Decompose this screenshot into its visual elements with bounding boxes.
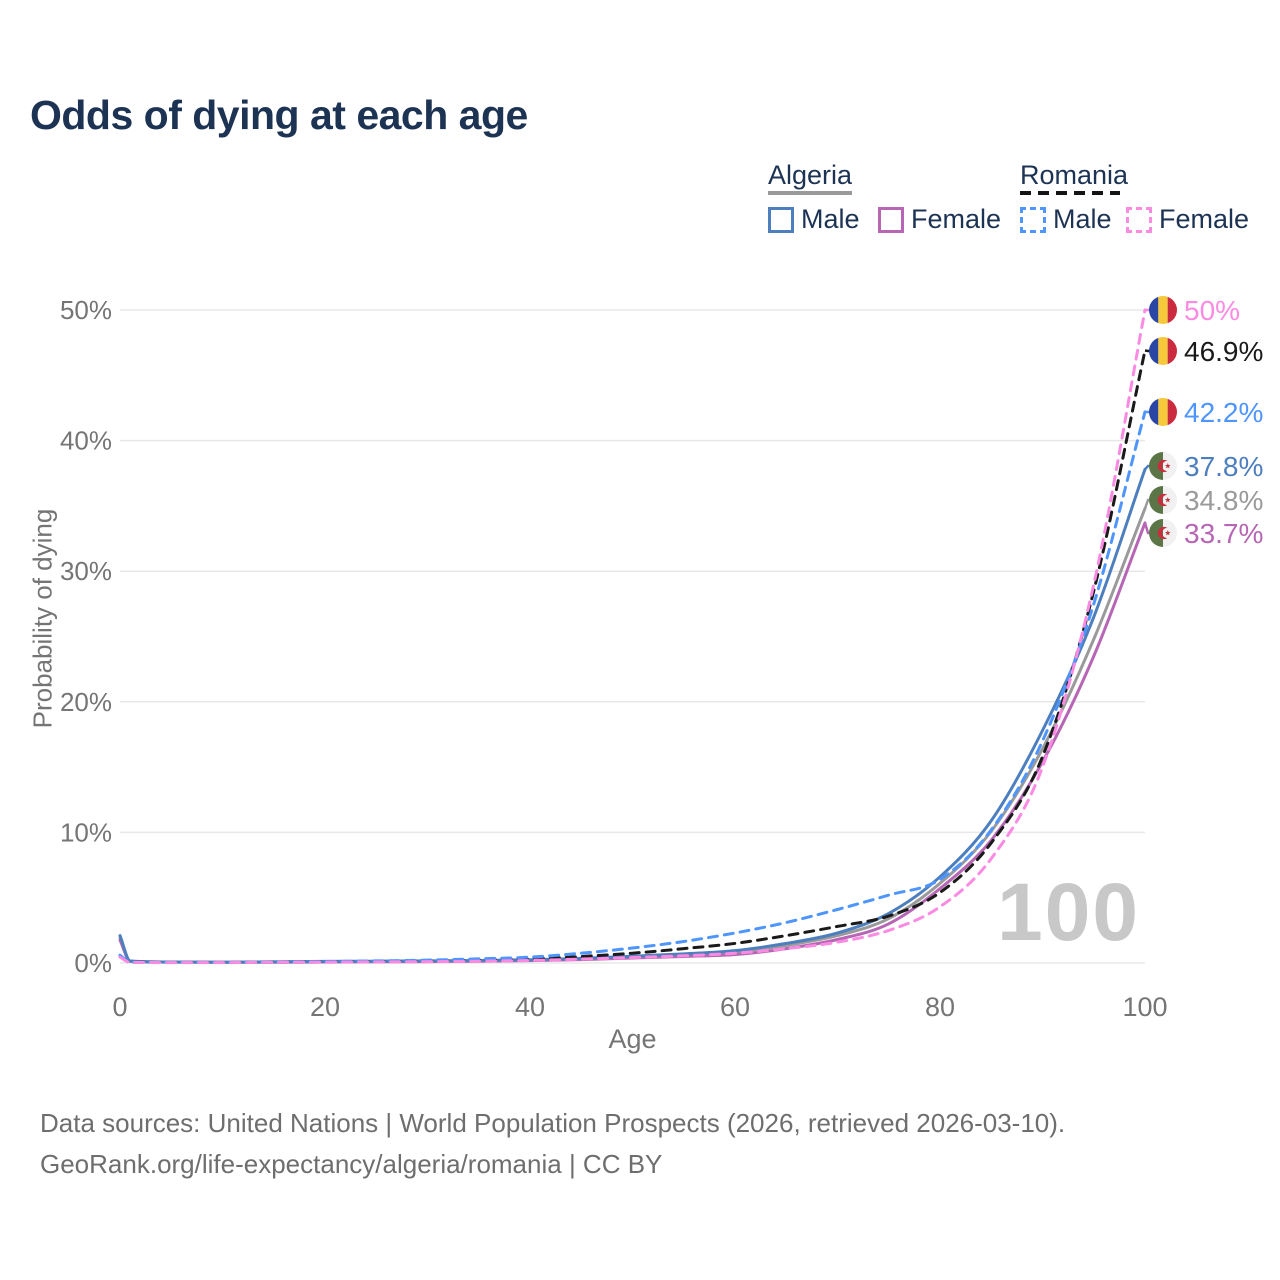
y-tick-label: 10% (60, 817, 112, 847)
algeria-flag-icon (1149, 452, 1177, 480)
x-tick-label: 0 (112, 992, 127, 1022)
legend-group-romania: Romania (1020, 160, 1129, 190)
line-romania-male[interactable] (118, 410, 1147, 964)
y-tick-label: 30% (60, 556, 112, 586)
legend-label: Male (801, 204, 860, 234)
algeria-flag-icon (1149, 486, 1177, 514)
line-algeria-male-end-label: 37.8% (1184, 451, 1263, 482)
line-algeria-female-end-label: 33.7% (1184, 518, 1263, 549)
y-tick-label: 40% (60, 426, 112, 456)
y-tick-label: 50% (60, 295, 112, 325)
y-tick-label: 0% (74, 948, 112, 978)
romania-female-swatch-icon (1126, 206, 1152, 233)
line-algeria-male[interactable] (118, 467, 1147, 964)
line-romania-both-end-label: 46.9% (1184, 336, 1263, 367)
romania-flag-icon (1149, 296, 1177, 324)
legend-item-algeria-male[interactable]: Male (768, 204, 860, 235)
line-romania-female[interactable] (118, 308, 1147, 965)
line-romania-male-end-label: 42.2% (1184, 397, 1263, 428)
line-romania-both[interactable] (118, 349, 1147, 964)
algeria-male-swatch-icon (768, 206, 794, 233)
legend-item-romania-male[interactable]: Male (1020, 204, 1112, 235)
line-algeria-female[interactable] (118, 521, 1147, 964)
line-romania-female-end-label: 50% (1184, 295, 1240, 326)
romania-male-swatch-icon (1020, 206, 1046, 233)
legend-label: Female (911, 204, 1002, 234)
algeria-flag-icon (1149, 519, 1177, 547)
legend-label: Female (1159, 204, 1250, 234)
line-algeria-both-end-label: 34.8% (1184, 485, 1263, 516)
romania-line-style-sample (1020, 191, 1120, 195)
attribution-line: GeoRank.org/life-expectancy/algeria/roma… (40, 1149, 663, 1179)
legend-item-romania-female[interactable]: Female (1126, 204, 1249, 235)
y-axis-title: Probability of dying (27, 508, 58, 729)
algeria-line-style-sample (768, 191, 852, 195)
age-counter-watermark: 100 (997, 867, 1140, 958)
y-tick-label: 20% (60, 687, 112, 717)
legend-group-algeria: Algeria (768, 160, 853, 190)
x-tick-label: 60 (720, 992, 750, 1022)
legend-item-algeria-female[interactable]: Female (878, 204, 1001, 235)
algeria-female-swatch-icon (878, 206, 904, 233)
legend-label: Male (1053, 204, 1112, 234)
romania-flag-icon (1149, 398, 1177, 426)
x-axis-title: Age (608, 1024, 657, 1054)
x-tick-label: 40 (515, 992, 545, 1022)
line-algeria-both[interactable] (118, 507, 1147, 964)
page-title: Odds of dying at each age (30, 92, 528, 138)
data-source-line: Data sources: United Nations | World Pop… (40, 1108, 1066, 1138)
x-tick-label: 80 (925, 992, 955, 1022)
romania-flag-icon (1149, 337, 1177, 365)
x-tick-label: 20 (310, 992, 340, 1022)
x-tick-label: 100 (1122, 992, 1167, 1022)
